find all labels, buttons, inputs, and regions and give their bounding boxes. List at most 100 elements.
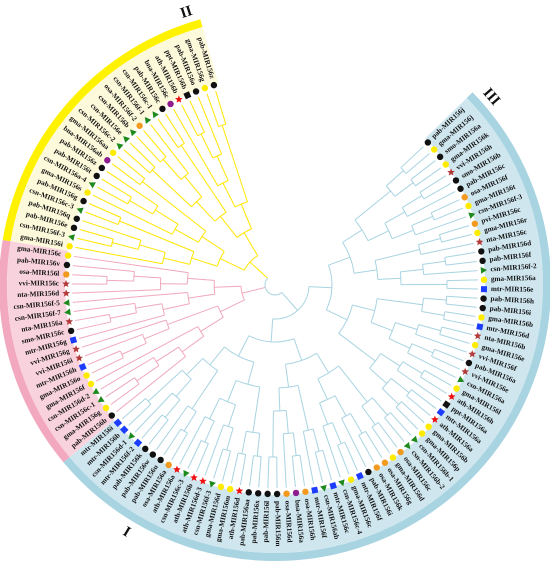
- branch: [106, 170, 159, 207]
- leaf-label: gma-MIR156a: [491, 274, 536, 283]
- branch: [237, 335, 250, 357]
- osa-marker: [381, 459, 389, 466]
- branch: [312, 428, 320, 452]
- branch: [139, 178, 146, 185]
- smo-marker: [436, 153, 444, 161]
- branch: [405, 153, 430, 174]
- branch: [88, 203, 122, 218]
- branch: [395, 406, 419, 430]
- branch: [239, 454, 247, 486]
- gma-marker: [64, 252, 72, 259]
- branch: [84, 333, 143, 357]
- mtr-marker: [329, 482, 337, 490]
- csn-marker: [209, 480, 216, 488]
- branch: [95, 326, 199, 382]
- branch: [214, 211, 227, 222]
- branch: [418, 324, 441, 332]
- branch: [117, 217, 122, 225]
- branch: [180, 145, 227, 213]
- mtr-marker: [355, 472, 364, 480]
- branch: [407, 352, 456, 378]
- branch: [224, 346, 254, 363]
- csn-marker: [144, 116, 152, 124]
- gma-marker: [418, 430, 426, 437]
- csn-marker: [183, 470, 190, 478]
- branch: [234, 201, 248, 208]
- leaf-label: nta-MIR156d: [17, 289, 59, 299]
- branch: [419, 192, 425, 200]
- branch: [406, 389, 412, 397]
- branch: [326, 309, 348, 321]
- branch: [394, 182, 414, 197]
- branch: [184, 175, 203, 198]
- branch: [418, 237, 441, 246]
- branch: [352, 304, 375, 312]
- branch: [361, 405, 376, 426]
- pab-marker: [264, 490, 271, 498]
- branch: [85, 211, 119, 226]
- branch: [214, 285, 242, 288]
- branch: [291, 456, 296, 488]
- branch: [209, 346, 225, 366]
- branch: [431, 349, 436, 357]
- branch: [384, 211, 406, 224]
- branch: [241, 286, 266, 294]
- branch: [401, 401, 425, 423]
- pab-marker: [93, 172, 100, 180]
- branch: [148, 419, 169, 445]
- osa-marker: [165, 461, 172, 469]
- branch: [411, 389, 437, 409]
- branch: [439, 225, 470, 236]
- gma-marker: [66, 243, 73, 250]
- branch: [196, 201, 216, 222]
- branch: [422, 264, 425, 275]
- branch: [150, 124, 189, 174]
- pab-marker: [98, 164, 106, 172]
- branch: [443, 311, 446, 320]
- branch: [391, 229, 414, 240]
- branch: [179, 416, 206, 465]
- gma-marker: [389, 454, 397, 461]
- csn-marker: [97, 395, 105, 403]
- branch: [342, 229, 363, 243]
- pab-marker: [142, 445, 149, 453]
- branch: [439, 334, 470, 344]
- pab-marker: [457, 185, 464, 192]
- csn-marker: [403, 442, 411, 449]
- branch: [198, 230, 207, 243]
- branch: [338, 304, 353, 334]
- csn-marker: [410, 435, 418, 443]
- branch: [388, 322, 396, 339]
- pab-marker: [273, 490, 281, 498]
- ath-marker: [175, 95, 183, 103]
- branch: [365, 431, 383, 458]
- csn-marker: [63, 299, 70, 306]
- branch: [285, 410, 289, 434]
- branch: [197, 326, 205, 337]
- branch: [197, 96, 223, 155]
- branch: [153, 357, 160, 366]
- branch: [219, 216, 238, 238]
- branch: [322, 425, 341, 478]
- branch: [217, 305, 224, 318]
- branch: [446, 287, 478, 290]
- branch: [127, 196, 132, 205]
- branch: [191, 257, 218, 267]
- branch: [267, 456, 270, 488]
- branch: [76, 321, 112, 331]
- branch: [411, 215, 433, 226]
- group-ii-label: II: [178, 3, 194, 22]
- branch: [136, 365, 160, 382]
- branch: [163, 428, 182, 456]
- branch: [317, 378, 328, 400]
- leaf-label: vvi-MIR156c: [19, 279, 60, 287]
- branch: [155, 209, 179, 225]
- branch: [195, 443, 209, 473]
- branch: [249, 261, 268, 279]
- csn-marker: [338, 479, 345, 487]
- branch: [272, 286, 310, 320]
- branch: [106, 279, 134, 282]
- branch: [72, 274, 108, 278]
- gma-marker: [83, 372, 90, 379]
- branch: [270, 318, 274, 342]
